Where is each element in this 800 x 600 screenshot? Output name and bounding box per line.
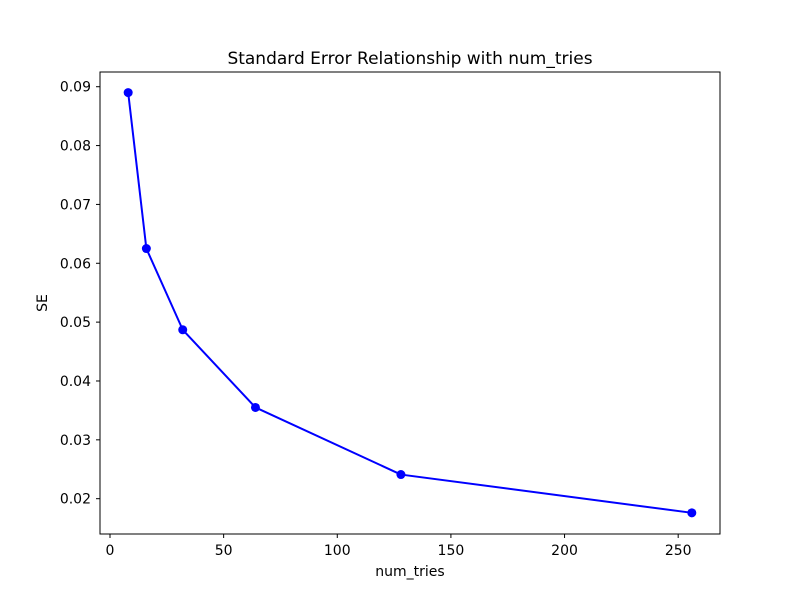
y-tick-label: 0.05 [60, 315, 91, 331]
y-tick-label: 0.02 [60, 492, 91, 508]
x-axis-label: num_tries [375, 564, 444, 580]
x-tick-label: 50 [215, 543, 233, 559]
y-tick-label: 0.03 [60, 433, 91, 449]
y-tick-label: 0.04 [60, 374, 91, 390]
x-tick-label: 0 [106, 543, 115, 559]
data-point-marker [123, 88, 133, 98]
x-tick-label: 150 [438, 543, 465, 559]
series-line [127, 91, 693, 514]
y-axis-ticks: 0.02 0.03 0.04 0.05 0.06 0.07 0.08 0.09 [60, 80, 100, 508]
y-tick-label: 0.09 [60, 80, 91, 96]
data-point-marker [250, 402, 260, 412]
y-tick-label: 0.06 [60, 256, 91, 272]
x-tick-label: 250 [665, 543, 692, 559]
data-series [123, 88, 697, 518]
data-point-marker [687, 508, 697, 518]
x-tick-label: 100 [324, 543, 351, 559]
chart-title: Standard Error Relationship with num_tri… [227, 49, 592, 69]
x-axis-ticks: 0 50 100 150 200 250 [106, 534, 692, 559]
axes-spines [99, 71, 721, 535]
y-tick-label: 0.08 [60, 139, 91, 155]
data-point-marker [141, 244, 151, 254]
y-tick-label: 0.07 [60, 197, 91, 213]
data-point-marker [178, 325, 188, 335]
data-point-marker [396, 470, 406, 480]
x-tick-label: 200 [551, 543, 578, 559]
y-axis-label: SE [35, 294, 51, 312]
